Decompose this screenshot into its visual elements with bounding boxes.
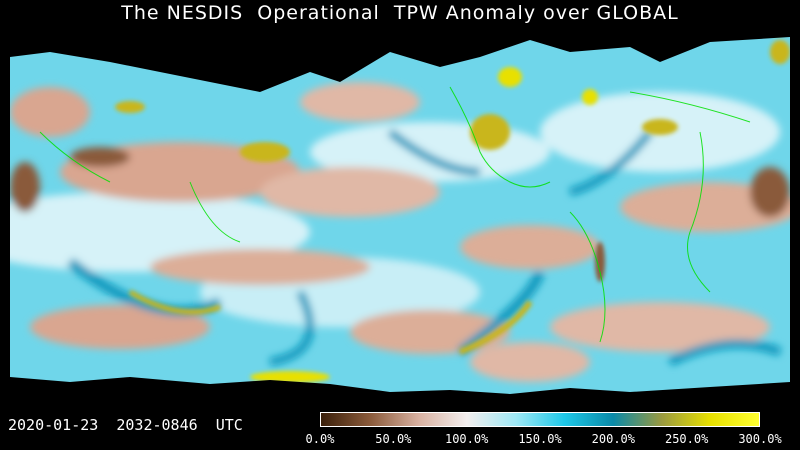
map-region bbox=[470, 114, 510, 150]
coastline bbox=[569, 211, 606, 343]
map-region bbox=[498, 67, 522, 87]
map-region bbox=[66, 258, 223, 316]
map-no-data-south bbox=[10, 377, 790, 407]
map-region bbox=[568, 129, 654, 196]
colorbar-ticks: 0.0% 50.0% 100.0% 150.0% 200.0% 250.0% 300.0% bbox=[300, 432, 790, 448]
map-region bbox=[150, 249, 370, 285]
colorbar-tick-label: 0.0% bbox=[305, 432, 335, 446]
map-region bbox=[240, 142, 290, 162]
colorbar-tick-label: 300.0% bbox=[738, 432, 782, 446]
map-region bbox=[30, 305, 210, 349]
map-region bbox=[582, 89, 598, 105]
coastline bbox=[189, 181, 241, 243]
coastline bbox=[449, 86, 551, 188]
map-region bbox=[595, 242, 605, 282]
map-region bbox=[115, 101, 145, 113]
map-region bbox=[10, 87, 90, 137]
coastline bbox=[629, 91, 751, 123]
map-region bbox=[300, 82, 420, 122]
map-region bbox=[470, 342, 590, 382]
colorbar bbox=[320, 412, 760, 427]
map-title: The NESDIS Operational TPW Anomaly over … bbox=[121, 2, 679, 24]
map-region bbox=[70, 147, 130, 167]
colorbar-tick-label: 200.0% bbox=[591, 432, 636, 446]
map-region bbox=[667, 339, 782, 367]
coastline bbox=[687, 131, 711, 293]
map-region bbox=[770, 40, 790, 64]
colorbar-tick-label: 250.0% bbox=[664, 432, 709, 446]
map-region bbox=[460, 225, 600, 269]
map-region bbox=[387, 128, 481, 176]
map-region bbox=[620, 182, 790, 232]
map-region bbox=[750, 167, 790, 217]
map-region bbox=[642, 119, 678, 135]
map-region bbox=[10, 162, 40, 212]
colorbar-tick-label: 100.0% bbox=[444, 432, 489, 446]
map-region bbox=[269, 290, 314, 366]
tpw-anomaly-map bbox=[10, 32, 790, 407]
map-region bbox=[458, 300, 533, 355]
timestamp: 2020-01-23 2032-0846 UTC bbox=[8, 416, 243, 434]
colorbar-tick-label: 50.0% bbox=[375, 432, 412, 446]
map-region bbox=[260, 167, 440, 217]
map-no-data-north bbox=[10, 32, 790, 92]
map-region bbox=[457, 270, 545, 357]
map-region bbox=[128, 289, 221, 315]
coastline bbox=[39, 131, 111, 183]
colorbar-tick-label: 150.0% bbox=[518, 432, 562, 446]
